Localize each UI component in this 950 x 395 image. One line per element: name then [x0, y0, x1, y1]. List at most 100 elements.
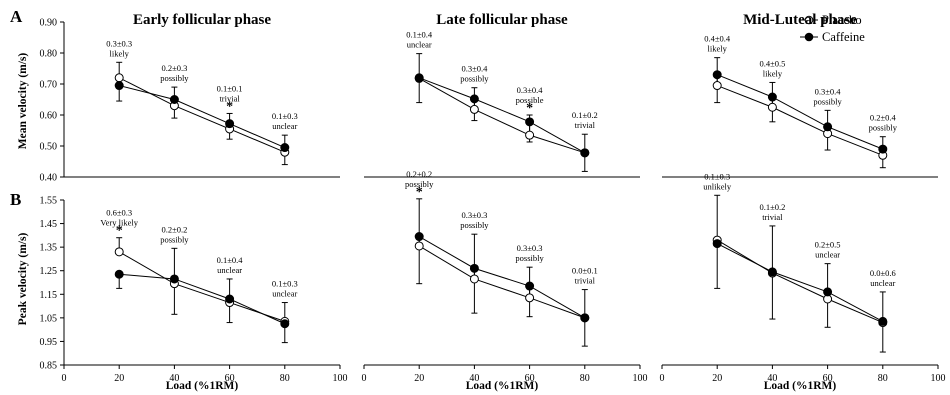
effect-annotation: 0.3±0.3 likely [106, 38, 132, 58]
annotation-line: trivial [575, 120, 596, 130]
x-tick-label: 100 [931, 373, 946, 384]
placebo-point [414, 241, 424, 251]
effect-annotation: 0.1±0.1 trivial [217, 83, 243, 103]
y-tick-label: 0.60 [40, 111, 58, 122]
annotation-line: 0.2±0.2 [406, 169, 432, 179]
effect-annotation: 0.3±0.4 possible [516, 85, 544, 105]
y-tick-label: 0.90 [40, 18, 58, 29]
series-line-caffeine [717, 74, 883, 150]
annotation-line: 0.2±0.5 [815, 240, 841, 250]
chart-title: Late follicular phase [436, 12, 568, 28]
x-tick-label: 0 [660, 373, 665, 384]
significance-star: * [116, 224, 123, 239]
panel-label-b: B [10, 190, 21, 209]
panel-label-a: A [10, 7, 23, 26]
annotation-line: 0.3±0.4 [517, 85, 544, 95]
annotation-line: 0.3±0.4 [815, 86, 842, 96]
caffeine-point [878, 144, 888, 154]
y-tick-label: 1.15 [40, 290, 58, 301]
caffeine-point [280, 143, 290, 153]
chart-4: 0.85 0.95 1.05 1.15 1.25 1.35 1.45 1.55 0 20 40 60 8… [40, 196, 348, 393]
annotation-line: possibly [869, 123, 898, 133]
annotation-line: unclear [272, 289, 297, 299]
x-tick-label: 40 [469, 373, 479, 384]
legend-caffeine-marker [804, 32, 814, 42]
caffeine-point [469, 94, 479, 104]
significance-star: * [416, 185, 423, 200]
effect-annotation: 0.3±0.3 possibly [515, 243, 544, 263]
effect-annotation: 0.4±0.4 likely [704, 34, 731, 54]
x-tick-label: 40 [169, 373, 179, 384]
effect-annotation: 0.2±0.5 unclear [815, 240, 841, 260]
annotation-line: possibly [160, 73, 189, 83]
caffeine-point [414, 232, 424, 242]
annotation-line: 0.1±0.4 [406, 30, 433, 40]
series-line-caffeine [419, 77, 586, 154]
effect-annotation: 0.2±0.3 possibly [160, 63, 189, 83]
annotation-line: unclear [407, 40, 432, 50]
caffeine-point [823, 122, 833, 132]
caffeine-point [225, 294, 235, 304]
placebo-point [767, 102, 777, 112]
series-line-caffeine [716, 243, 884, 322]
effect-annotation: 0.0±0.6 unclear [870, 268, 896, 288]
annotation-line: 0.1±0.4 [217, 255, 244, 265]
series-line-placebo [118, 77, 285, 153]
annotation-line: 0.6±0.3 [106, 208, 132, 218]
annotation-line: likely [708, 44, 728, 54]
annotation-line: 0.3±0.3 [461, 210, 487, 220]
placebo-point [114, 247, 124, 257]
annotation-line: possibly [813, 96, 842, 106]
annotation-line: likely [763, 68, 783, 78]
y-axis-label-peak: Peak velocity (m/s) [17, 233, 29, 326]
effect-annotation: 0.1±0.4 unclear [217, 255, 244, 275]
y-tick-label: 0.70 [40, 80, 58, 91]
caffeine-point [169, 274, 179, 284]
x-tick-label: 60 [823, 373, 833, 384]
chart-title: Early follicular phase [133, 12, 271, 28]
annotation-line: 0.3±0.3 [106, 38, 132, 48]
x-axis-label: Load (%1RM) [764, 380, 837, 392]
caffeine-point [712, 70, 722, 80]
caffeine-point [114, 81, 124, 91]
annotation-line: 0.0±0.1 [572, 266, 598, 276]
effect-annotation: 0.3±0.4 possibly [813, 86, 842, 106]
annotation-line: trivial [219, 93, 240, 103]
y-tick-label: 1.25 [40, 266, 58, 277]
effect-annotation: 0.1±0.3 unclear [272, 279, 298, 299]
caffeine-point [169, 95, 179, 104]
caffeine-point [767, 92, 777, 102]
annotation-line: unclear [217, 265, 242, 275]
y-tick-label: 0.80 [40, 49, 58, 60]
caffeine-point [580, 313, 590, 323]
effect-annotation: 0.4±0.5 likely [759, 58, 785, 78]
annotation-line: unclear [272, 121, 297, 131]
placebo-point [525, 130, 535, 140]
y-tick-label: 1.55 [40, 196, 58, 207]
x-tick-label: 20 [414, 373, 424, 384]
series-line-placebo [418, 77, 585, 154]
legend-caffeine-label: Caffeine [822, 30, 865, 44]
x-tick-label: 60 [225, 373, 235, 384]
significance-star: * [226, 99, 233, 114]
annotation-line: trivial [575, 276, 596, 286]
caffeine-point [525, 281, 535, 291]
x-tick-label: 100 [633, 373, 648, 384]
chart-1: Early follicular phase 0.40 0.50 0.60 0.70 0.… [40, 12, 340, 184]
annotation-line: 0.1±0.2 [572, 110, 598, 120]
caffeine-point [114, 269, 124, 279]
chart-panels: Early follicular phase 0.40 0.50 0.60 0.70 0.… [40, 12, 946, 392]
caffeine-point [525, 117, 535, 127]
caffeine-point [414, 73, 424, 83]
series-line-caffeine [119, 273, 286, 325]
effect-annotation: 0.2±0.2 possibly [405, 169, 434, 189]
x-tick-label: 20 [712, 373, 722, 384]
x-tick-label: 100 [333, 373, 348, 384]
y-tick-label: 0.40 [40, 173, 58, 184]
caffeine-point [767, 267, 777, 277]
x-tick-label: 0 [362, 373, 367, 384]
effect-annotation: 0.1±0.2 trivial [759, 202, 785, 222]
